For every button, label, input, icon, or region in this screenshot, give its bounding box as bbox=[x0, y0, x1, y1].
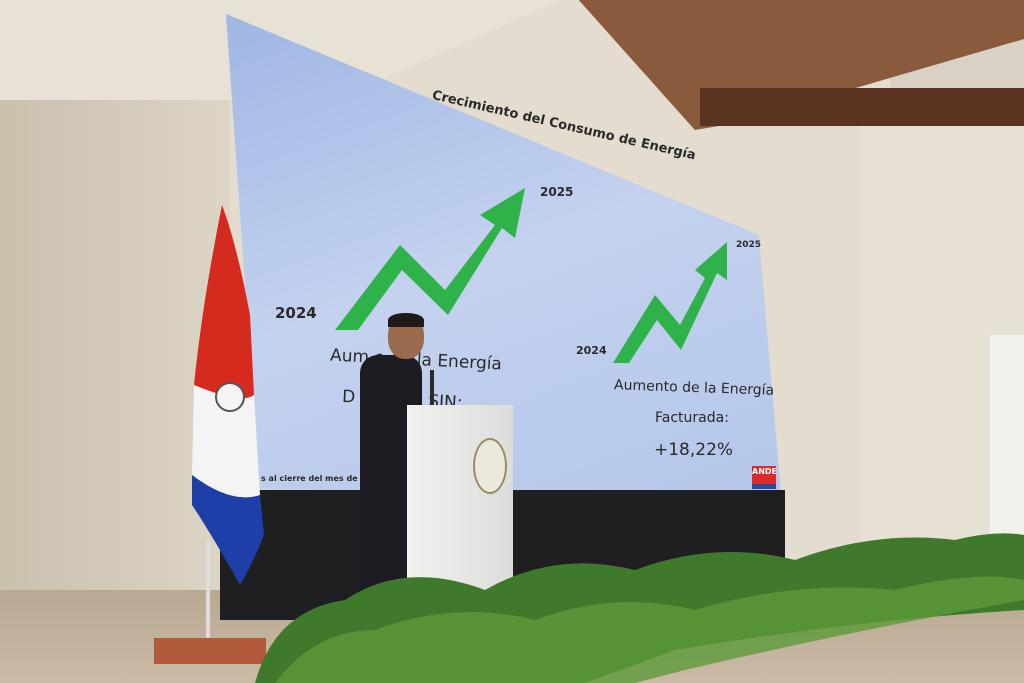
right-caption-line2: Facturada: bbox=[655, 410, 729, 426]
right-value: +18,22% bbox=[654, 440, 734, 460]
roof-beam bbox=[700, 88, 1024, 126]
plant-arrangement bbox=[255, 533, 1024, 683]
flag-base bbox=[154, 638, 266, 664]
right-year-start: 2024 bbox=[576, 344, 607, 357]
doorway bbox=[990, 335, 1024, 545]
left-wall bbox=[0, 0, 230, 610]
national-seal-icon bbox=[473, 438, 507, 494]
paraguay-flag bbox=[192, 205, 264, 585]
right-year-end: 2025 bbox=[736, 240, 762, 250]
slide-footnote: s al cierre del mes de N bbox=[261, 474, 368, 483]
flag-pole bbox=[206, 540, 210, 640]
left-year-end: 2025 bbox=[540, 185, 574, 199]
growth-arrow-right-icon bbox=[613, 242, 727, 363]
speaker-hair bbox=[388, 313, 424, 327]
ande-logo: ANDE bbox=[752, 466, 777, 489]
podium bbox=[407, 405, 513, 605]
left-year-start: 2024 bbox=[275, 304, 317, 322]
growth-arrow-left-icon bbox=[335, 188, 525, 330]
